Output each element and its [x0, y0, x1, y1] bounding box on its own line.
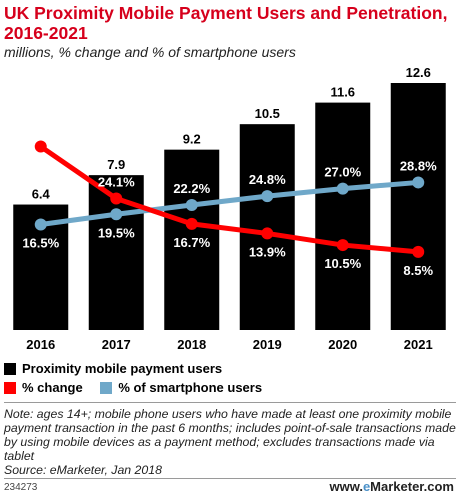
- smartphone-point-2018: [185, 199, 198, 212]
- bar-2020: [315, 102, 371, 330]
- legend-swatch-change: [4, 381, 16, 394]
- chart-id: 234273: [4, 482, 38, 493]
- legend-label-change: % change: [22, 380, 83, 395]
- change-line: [38, 144, 421, 255]
- change-point-2017: [110, 192, 123, 205]
- bar-label-2016: 6.4: [32, 187, 51, 202]
- change-label-2018: 16.7%: [173, 235, 210, 250]
- bar-2021: [390, 83, 446, 330]
- smartphone-label-2017: 19.5%: [98, 225, 135, 240]
- smartphone-point-2021: [412, 176, 425, 189]
- x-tick-2021: 2021: [404, 337, 433, 352]
- bar-label-2020: 11.6: [330, 85, 355, 100]
- smartphone-label-2021: 28.8%: [400, 158, 437, 173]
- smartphone-point-2016: [34, 218, 47, 231]
- bar-2019: [239, 124, 295, 331]
- combo-chart: 6.4 2016 7.9 2017 9.2 2018 10.5 2019 11.6 2020 12.…: [13, 65, 446, 352]
- change-label-2017: 24.1%: [98, 175, 135, 190]
- chart-notes: Note: ages 14+; mobile phone users who h…: [4, 407, 456, 477]
- legend-label-smartphone: % of smartphone users: [118, 380, 263, 395]
- x-tick-2020: 2020: [328, 337, 357, 352]
- smartphone-label-2019: 24.8%: [249, 172, 286, 187]
- bar-label-2021: 12.6: [406, 65, 431, 80]
- change-label-2019: 13.9%: [249, 244, 286, 259]
- source-text: Source: eMarketer, Jan 2018: [4, 463, 162, 477]
- legend-swatch-smartphone: [100, 381, 113, 394]
- divider-bottom: [4, 478, 456, 479]
- change-point-2020: [336, 239, 349, 252]
- x-tick-2017: 2017: [102, 337, 131, 352]
- legend-row-2: % change % of smartphone users: [4, 380, 276, 397]
- change-point-2018: [185, 217, 198, 230]
- brand-prefix: www.: [329, 479, 363, 494]
- smartphone-line: [38, 179, 421, 228]
- change-label-2020: 10.5%: [324, 256, 361, 271]
- brand-logo[interactable]: www.eMarketer.com: [329, 479, 454, 494]
- chart-title: UK Proximity Mobile Payment Users and Pe…: [4, 3, 448, 43]
- bar-label-2019: 10.5: [255, 106, 280, 121]
- brand-accent: e: [362, 479, 371, 494]
- smartphone-label-2016: 16.5%: [22, 236, 59, 251]
- change-point-2021: [412, 245, 425, 258]
- smartphone-label-2020: 27.0%: [324, 165, 361, 180]
- legend-row-1: Proximity mobile payment users: [4, 361, 236, 378]
- x-tick-2016: 2016: [26, 337, 55, 352]
- change-point-2019: [261, 227, 274, 240]
- change-label-2016: 39.3%: [22, 123, 59, 138]
- change-label-2021: 8.5%: [403, 263, 433, 278]
- change-point-2016: [34, 140, 47, 153]
- legend-item-change: % change: [4, 380, 83, 395]
- x-tick-2019: 2019: [253, 337, 282, 352]
- x-tick-2018: 2018: [177, 337, 206, 352]
- bar-label-2017: 7.9: [107, 157, 125, 172]
- bar-label-2018: 9.2: [183, 132, 201, 147]
- smartphone-point-2020: [336, 182, 349, 195]
- smartphone-label-2018: 22.2%: [173, 181, 210, 196]
- legend-swatch-bars: [4, 362, 16, 375]
- brand-suffix: Marketer.com: [370, 479, 454, 494]
- note-text: Note: ages 14+; mobile phone users who h…: [4, 407, 456, 463]
- legend-label-bars: Proximity mobile payment users: [22, 361, 223, 376]
- smartphone-point-2017: [110, 208, 123, 221]
- chart-subtitle: millions, % change and % of smartphone u…: [4, 44, 296, 60]
- divider-top: [4, 402, 456, 403]
- legend-item-bars: Proximity mobile payment users: [4, 361, 222, 376]
- legend-item-smartphone: % of smartphone users: [100, 380, 262, 395]
- smartphone-point-2019: [261, 190, 274, 203]
- bar-2018: [164, 149, 220, 330]
